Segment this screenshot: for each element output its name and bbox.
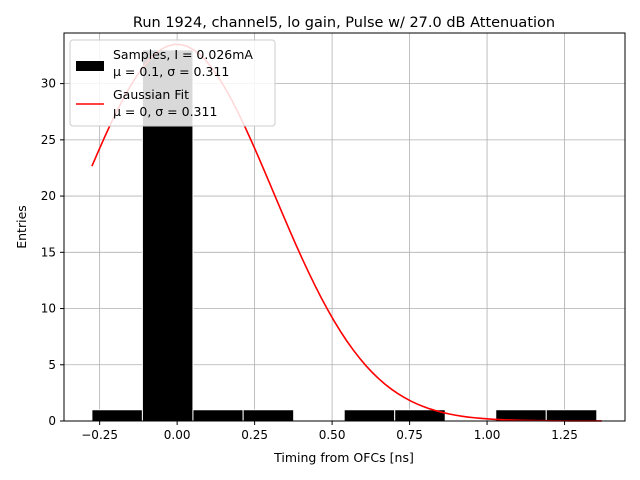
legend-samples-label: Samples, I = 0.026mA: [113, 47, 253, 62]
y-tick-label: 30: [41, 77, 56, 91]
x-axis-label: Timing from OFCs [ns]: [273, 450, 414, 465]
histogram-bar: [545, 409, 598, 422]
plot-frame: [63, 32, 626, 422]
y-axis-ticks: 0 5 10 15 20 25 30: [41, 77, 64, 428]
y-tick-label: 5: [48, 358, 56, 372]
y-tick-label: 15: [41, 245, 56, 259]
y-axis-label: Entries: [14, 205, 29, 249]
x-tick-label: 0.50: [319, 428, 346, 442]
x-tick-label: −0.25: [81, 428, 118, 442]
x-tick-label: 1.25: [551, 428, 578, 442]
legend: Samples, I = 0.026mA μ = 0.1, σ = 0.311 …: [69, 39, 276, 127]
x-tick-label: 1.00: [474, 428, 501, 442]
x-tick-label: 0.00: [164, 428, 191, 442]
legend-box: [69, 39, 276, 127]
histogram-bar: [91, 409, 143, 422]
histogram-bar: [242, 409, 295, 422]
legend-samples-swatch: [76, 61, 104, 71]
legend-fit-label: Gaussian Fit: [113, 87, 189, 102]
histogram-bar: [192, 409, 244, 422]
legend-fit-stats: μ = 0, σ = 0.311: [113, 104, 217, 119]
y-tick-label: 20: [41, 189, 56, 203]
histogram-bar: [343, 409, 396, 422]
chart-title: Run 1924, channel5, lo gain, Pulse w/ 27…: [133, 15, 555, 31]
x-tick-label: 0.75: [396, 428, 423, 442]
y-tick-label: 0: [48, 414, 56, 428]
x-axis-ticks: −0.25 0.00 0.25 0.50 0.75 1.00 1.25: [81, 421, 578, 442]
y-tick-label: 10: [41, 302, 56, 316]
x-tick-label: 0.25: [241, 428, 268, 442]
y-tick-label: 25: [41, 133, 56, 147]
legend-samples-stats: μ = 0.1, σ = 0.311: [113, 64, 229, 79]
